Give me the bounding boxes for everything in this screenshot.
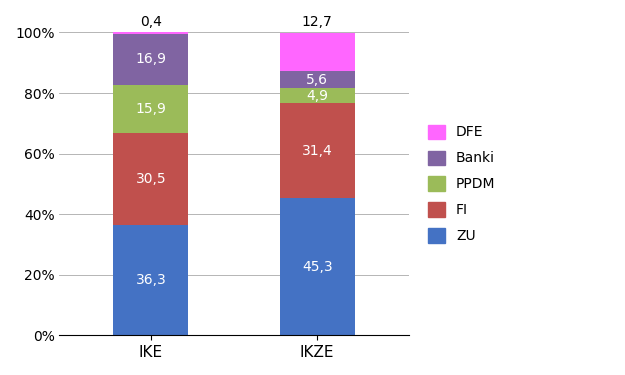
Text: 16,9: 16,9 — [136, 52, 166, 66]
Text: 30,5: 30,5 — [136, 172, 166, 186]
Text: 15,9: 15,9 — [136, 102, 166, 116]
Bar — [280, 88, 354, 103]
Text: 5,6: 5,6 — [306, 73, 328, 87]
Text: 4,9: 4,9 — [306, 88, 328, 103]
Text: 45,3: 45,3 — [302, 260, 332, 274]
Legend: DFE, Banki, PPDM, FI, ZU: DFE, Banki, PPDM, FI, ZU — [422, 119, 501, 249]
Bar — [113, 33, 188, 34]
Text: 36,3: 36,3 — [136, 273, 166, 287]
Bar — [280, 33, 354, 71]
Text: 31,4: 31,4 — [302, 144, 332, 158]
Text: 0,4: 0,4 — [140, 15, 162, 29]
Bar — [113, 85, 188, 133]
Bar — [113, 133, 188, 225]
Bar — [113, 225, 188, 335]
Bar — [113, 34, 188, 85]
Bar — [280, 71, 354, 88]
Bar — [280, 198, 354, 335]
Text: 12,7: 12,7 — [302, 15, 332, 29]
Bar — [280, 103, 354, 198]
